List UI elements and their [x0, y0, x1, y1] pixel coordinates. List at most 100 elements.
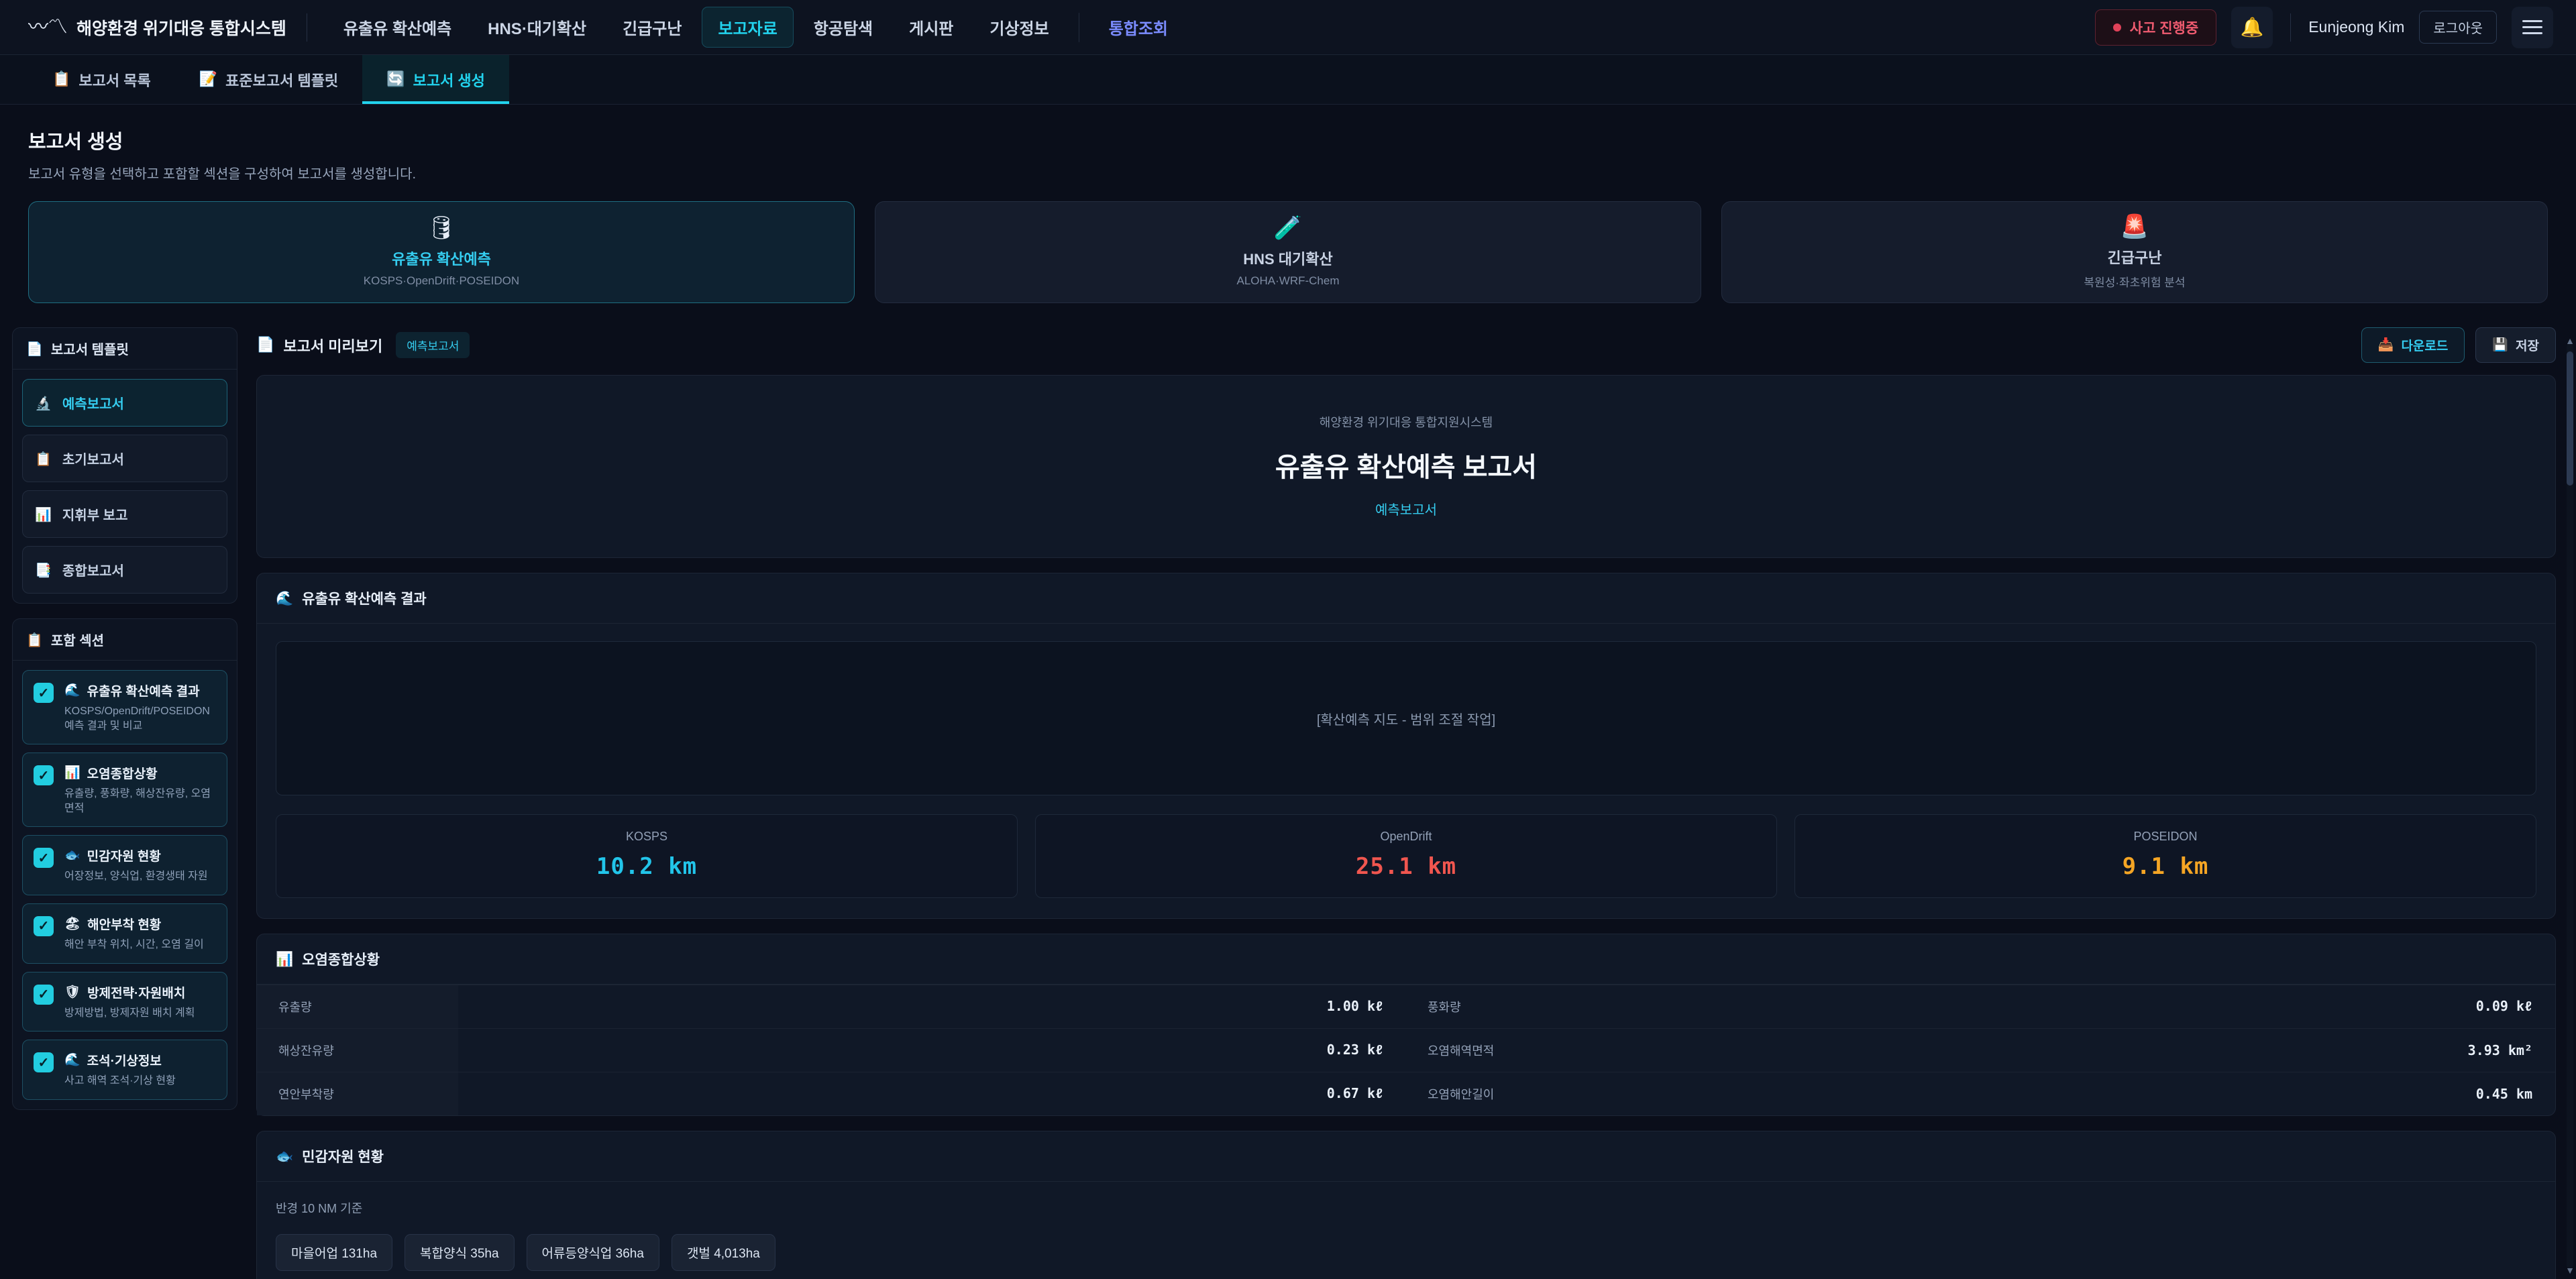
- scrollbar-thumb[interactable]: [2567, 351, 2573, 486]
- menu-button[interactable]: [2512, 6, 2553, 48]
- beach-icon: 🏖: [64, 915, 81, 931]
- template-item-initial[interactable]: 📋 초기보고서: [22, 435, 227, 482]
- bar-chart-icon: 📊: [35, 506, 52, 522]
- section-item-shoreline[interactable]: ✓ 🏖 해안부착 현황 해안 부착 위치, 시간, 오염 길이: [22, 903, 227, 964]
- type-card-spill[interactable]: 🛢 유출유 확산예측 KOSPS·OpenDrift·POSEIDON: [28, 201, 855, 303]
- save-button-label: 저장: [2516, 339, 2539, 353]
- section-item-desc: 방제방법, 방제자원 배치 계획: [64, 1007, 195, 1019]
- section-item-title: 조석·기상정보: [87, 1054, 162, 1069]
- nav-item-reports[interactable]: 보고자료: [702, 7, 794, 48]
- preview-header: 📄 보고서 미리보기 예측보고서 📥 다운로드 💾 저장: [247, 327, 2561, 375]
- nav-item-integrated-search[interactable]: 통합조회: [1108, 20, 1169, 38]
- document-body: 해양환경 위기대응 통합지원시스템 유출유 확산예측 보고서 예측보고서 🌊 유…: [247, 375, 2561, 1279]
- template-item-prediction[interactable]: 🔬 예측보고서: [22, 379, 227, 427]
- nav-item-weather[interactable]: 기상정보: [989, 20, 1049, 38]
- sections-panel: 📋 포함 섹션 ✓ 🌊 유출유 확산예측 결과 KOSPS/OpenDrift/…: [12, 618, 237, 1110]
- templates-panel-title: 보고서 템플릿: [50, 343, 129, 357]
- document-title-card: 해양환경 위기대응 통합지원시스템 유출유 확산예측 보고서 예측보고서: [256, 375, 2556, 558]
- tab-report-list[interactable]: 📋 보고서 목록: [28, 55, 175, 104]
- bell-icon: 🔔: [2240, 15, 2264, 38]
- section-item-response-strategy[interactable]: ✓ 🛡 방제전략·자원배치 방제방법, 방제자원 배치 계획: [22, 971, 227, 1032]
- shield-icon: 🛡: [64, 984, 81, 999]
- section-item-pollution-summary[interactable]: ✓ 📊 오염종합상황 유출량, 풍화량, 해상잔유량, 오염면적: [22, 753, 227, 828]
- refresh-icon: 🔄: [386, 70, 405, 88]
- resource-chips: 마을어업 131ha 복합양식 35ha 어류등양식업 36ha 갯벌 4,01…: [276, 1234, 2536, 1271]
- report-preview: 📄 보고서 미리보기 예측보고서 📥 다운로드 💾 저장 해양환경 위기대응 통…: [247, 327, 2576, 1279]
- wave-icon: 🌊: [64, 683, 80, 698]
- nav-item-board[interactable]: 게시판: [909, 20, 954, 38]
- table-row: 연안부착량 0.67 kℓ 오염해안길이 0.45 km: [257, 1072, 2555, 1115]
- scrollbar-track[interactable]: [2567, 343, 2573, 1269]
- bar-chart-icon: 📊: [276, 950, 294, 967]
- resource-chip[interactable]: 어류등양식업 36ha: [526, 1234, 659, 1271]
- clipboard-icon: 📋: [52, 70, 71, 88]
- section-checkbox[interactable]: ✓: [34, 915, 54, 936]
- section-item-tide-weather[interactable]: ✓ 🌊 조석·기상정보 사고 해역 조석·기상 현황: [22, 1040, 227, 1100]
- preview-title-group: 📄 보고서 미리보기: [256, 335, 382, 356]
- section-checkbox[interactable]: ✓: [34, 984, 54, 1005]
- incident-status-badge[interactable]: 사고 진행중: [2094, 9, 2217, 46]
- sensitive-resources-title: 민감자원 현황: [302, 1150, 384, 1165]
- nav-item-hns[interactable]: HNS·대기확산: [488, 20, 587, 38]
- tab-report-list-label: 보고서 목록: [78, 72, 151, 89]
- type-card-rescue-title: 긴급구난: [2107, 249, 2162, 266]
- sections-panel-title: 포함 섹션: [50, 634, 105, 649]
- section-item-sensitive-resources[interactable]: ✓ 🐟 민감자원 현황 어장정보, 양식업, 환경생태 자원: [22, 835, 227, 895]
- template-item-command[interactable]: 📊 지휘부 보고: [22, 490, 227, 538]
- save-button[interactable]: 💾 저장: [2475, 327, 2556, 363]
- download-button[interactable]: 📥 다운로드: [2361, 327, 2465, 363]
- nav-item-spill[interactable]: 유출유 확산예측: [343, 20, 452, 38]
- template-item-comprehensive[interactable]: 📑 종합보고서: [22, 546, 227, 594]
- incident-status-label: 사고 진행중: [2129, 20, 2199, 36]
- section-item-spill-prediction[interactable]: ✓ 🌊 유출유 확산예측 결과 KOSPS/OpenDrift/POSEIDON…: [22, 670, 227, 745]
- resource-chip[interactable]: 복합양식 35ha: [405, 1234, 515, 1271]
- type-card-hns-sub: ALOHA·WRF-Chem: [1236, 274, 1340, 287]
- nav-item-rescue[interactable]: 긴급구난: [623, 20, 682, 38]
- model-value: 9.1 km: [2122, 853, 2209, 880]
- type-card-rescue[interactable]: 🚨 긴급구난 복원성·좌초위험 분석: [1721, 201, 2548, 303]
- scroll-up-arrow-icon[interactable]: ▲: [2565, 335, 2575, 346]
- section-checkbox[interactable]: ✓: [34, 683, 54, 703]
- clipboard-icon: 📋: [35, 450, 52, 467]
- preview-actions: 📥 다운로드 💾 저장: [2361, 327, 2556, 363]
- nav-item-aerial-search[interactable]: 항공탐색: [813, 20, 873, 38]
- type-card-spill-sub: KOSPS·OpenDrift·POSEIDON: [363, 274, 520, 287]
- row-key-left: 유출량: [257, 985, 458, 1028]
- document-system-name: 해양환경 위기대응 통합지원시스템: [1319, 416, 1493, 429]
- template-item-command-label: 지휘부 보고: [62, 508, 128, 523]
- main-nav[interactable]: 유출유 확산예측 HNS·대기확산 긴급구난 보고자료 항공탐색 게시판 기상정…: [327, 7, 1184, 48]
- report-type-cards: 🛢 유출유 확산예측 KOSPS·OpenDrift·POSEIDON 🧪 HN…: [0, 196, 2576, 303]
- section-item-title: 방제전략·자원배치: [87, 986, 186, 1001]
- tab-standard-template[interactable]: 📝 표준보고서 템플릿: [175, 55, 362, 104]
- row-value-left: 1.00 kℓ: [1326, 998, 1383, 1014]
- logout-button[interactable]: 로그아웃: [2419, 11, 2497, 44]
- template-item-prediction-label: 예측보고서: [62, 397, 124, 412]
- section-item-desc: 사고 해역 조석·기상 현황: [64, 1075, 176, 1087]
- sensitive-resources-header: 🐟 민감자원 현황: [257, 1131, 2555, 1182]
- resource-chip[interactable]: 마을어업 131ha: [276, 1234, 393, 1271]
- section-checkbox[interactable]: ✓: [34, 765, 54, 786]
- document-type-tag: 예측보고서: [1375, 503, 1437, 518]
- logo-icon: 〰〽: [28, 15, 68, 39]
- type-card-spill-title: 유출유 확산예측: [392, 251, 491, 268]
- row-value-left: 0.23 kℓ: [1326, 1042, 1383, 1058]
- document-icon: 📄: [26, 340, 43, 357]
- type-card-hns[interactable]: 🧪 HNS 대기확산 ALOHA·WRF-Chem: [875, 201, 1701, 303]
- table-row: 유출량 1.00 kℓ 풍화량 0.09 kℓ: [257, 985, 2555, 1029]
- radius-note: 반경 10 NM 기준: [276, 1202, 363, 1215]
- model-results-row: KOSPS 10.2 km OpenDrift 25.1 km POSEIDON…: [276, 814, 2536, 898]
- section-item-title-row: 🌊 유출유 확산예측 결과: [64, 681, 216, 700]
- fish-icon: 🐟: [276, 1148, 294, 1164]
- templates-panel: 📄 보고서 템플릿 🔬 예측보고서 📋 초기보고서 📊 지휘부 보고 📑: [12, 327, 237, 604]
- sensitive-resources-card: 🐟 민감자원 현황 반경 10 NM 기준 마을어업 131ha 복합양식 35…: [256, 1131, 2556, 1279]
- scroll-down-arrow-icon[interactable]: ▼: [2565, 1265, 2575, 1276]
- section-checkbox[interactable]: ✓: [34, 1052, 54, 1073]
- tab-create-report[interactable]: 🔄 보고서 생성: [362, 55, 509, 104]
- download-icon: 📥: [2377, 337, 2394, 352]
- notification-button[interactable]: 🔔: [2231, 6, 2273, 48]
- spill-prediction-header: 🌊 유출유 확산예측 결과: [257, 573, 2555, 624]
- model-result-opendrift: OpenDrift 25.1 km: [1035, 814, 1777, 898]
- sensitive-resources-body: 반경 10 NM 기준 마을어업 131ha 복합양식 35ha 어류등양식업 …: [257, 1182, 2555, 1279]
- section-checkbox[interactable]: ✓: [34, 848, 54, 869]
- resource-chip[interactable]: 갯벌 4,013ha: [671, 1234, 775, 1271]
